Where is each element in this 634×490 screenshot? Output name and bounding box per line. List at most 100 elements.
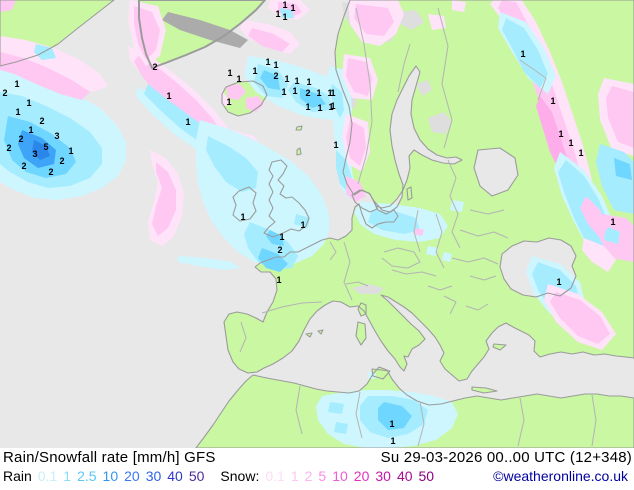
snow-norway — [346, 58, 372, 96]
precip-value-label: 1 — [389, 419, 394, 429]
rain-core-atlantic — [32, 140, 50, 160]
snow-dot-poland — [414, 228, 424, 236]
precip-value-label: 1 — [14, 79, 19, 89]
precip-value-label: 2 — [305, 88, 310, 98]
snow-south-norway — [346, 176, 366, 202]
precip-value-label: 2 — [59, 156, 64, 166]
precip-value-label: 1 — [316, 88, 321, 98]
rain-scale-values: 0.1 1 2.5 10 20 30 40 50 — [38, 468, 211, 484]
rain-channel — [244, 222, 298, 270]
snow-level-10: 10 — [332, 468, 348, 484]
rain-streak-atlantic-west — [178, 256, 240, 270]
precip-value-label: 1 — [226, 97, 231, 107]
rain-brittany — [258, 248, 288, 272]
precip-value-label: 1 — [185, 117, 190, 127]
rain-core-algeria — [378, 402, 412, 430]
precip-value-label: 1 — [330, 101, 335, 111]
rain-right-edge — [614, 158, 632, 180]
precip-value-label: 1 — [578, 148, 583, 158]
precip-value-label: 2 — [48, 167, 53, 177]
precip-value-label: 5 — [43, 142, 48, 152]
precip-value-label: 1 — [265, 57, 270, 67]
snow-level-30: 30 — [375, 468, 391, 484]
precip-value-label: 1 — [15, 107, 20, 117]
snow-band-russia-south — [582, 238, 616, 272]
precip-value-label: 2 — [39, 116, 44, 126]
precip-value-label: 2 — [273, 71, 278, 81]
snow-iceland — [226, 84, 246, 100]
precip-value-label: 3 — [54, 131, 59, 141]
greenland-east-rocky-coast — [162, 12, 248, 48]
rain-dot-poland — [426, 246, 438, 256]
snow-greenland-east — [134, 6, 160, 60]
rain-norwegian-sea — [280, 8, 294, 18]
precip-value-label: 1 — [240, 212, 245, 222]
border-layer — [239, 7, 597, 447]
precip-value-label: 1 — [275, 9, 280, 19]
precip-value-label: 1 — [317, 103, 322, 113]
snow-band-russia-south — [580, 196, 608, 238]
precip-value-label: 1 — [306, 77, 311, 87]
precip-value-label: 1 — [290, 3, 295, 13]
snow-iceland — [246, 96, 264, 112]
precip-value-label: 1 — [610, 217, 615, 227]
rain-level-50: 50 — [188, 468, 205, 484]
precip-value-label: 3 — [32, 149, 37, 159]
precip-value-label: 1 — [390, 436, 395, 446]
snow-scale-label: Snow: — [220, 468, 260, 484]
run-datetime: Su 29-03-2026 00..00 UTC (12+348) — [380, 449, 632, 466]
snow-scale-values: 0.1 1 2 5 10 20 30 40 50 — [265, 468, 440, 484]
rain-scale-label: Rain — [3, 468, 32, 484]
precip-value-label: 1 — [333, 140, 338, 150]
precip-value-label: 1 — [284, 74, 289, 84]
rain-level-1: 1 — [63, 468, 72, 484]
snow-level-50: 50 — [418, 468, 435, 484]
precip-value-label: 2 — [277, 245, 282, 255]
precip-value-label: 1 — [520, 49, 525, 59]
precip-value-label: 2 — [2, 88, 7, 98]
precip-value-label: 1 — [236, 74, 241, 84]
finland-lakes — [428, 112, 452, 134]
precip-value-label: 1 — [281, 87, 286, 97]
precip-value-label: 2 — [21, 161, 26, 171]
snow-level-0.1: 0.1 — [265, 468, 285, 484]
snow-ne-iceland — [248, 28, 290, 52]
rain-band-iceland-norway — [300, 88, 326, 108]
finland-lakes — [416, 80, 432, 96]
precip-value-label: 1 — [273, 60, 278, 70]
precip-value-label: 1 — [330, 88, 335, 98]
snow-russia-south — [550, 292, 610, 344]
precip-value-label: 1 — [282, 12, 287, 22]
precip-value-label: 1 — [68, 146, 73, 156]
precip-value-label: 1 — [252, 66, 257, 76]
snow-streak-south-of-iceland — [152, 162, 176, 236]
snow-level-40: 40 — [396, 468, 413, 484]
precip-value-label: 1 — [28, 125, 33, 135]
map-title: Rain/Snowfall rate [mm/h] GFS — [3, 449, 216, 466]
precip-value-label: 1 — [550, 96, 555, 106]
scandes-mountains — [400, 10, 424, 30]
snow-area-atlantic — [0, 52, 90, 100]
precip-value-label: 1 — [26, 98, 31, 108]
snow-greenland-west — [0, 0, 16, 12]
snow-north-scandinavia — [428, 14, 446, 30]
precip-value-label: 1 — [166, 91, 171, 101]
precip-value-label: 1 — [227, 68, 232, 78]
rain-dot-algeria — [334, 422, 348, 434]
precip-value-label: 1 — [294, 76, 299, 86]
precip-value-label: 1 — [556, 277, 561, 287]
rain-dot-algeria — [328, 402, 344, 414]
snow-iceland — [220, 90, 232, 106]
rain-level-20: 20 — [124, 468, 140, 484]
precip-value-label: 1 — [558, 129, 563, 139]
rain-level-0.1: 0.1 — [37, 468, 58, 484]
copyright-link[interactable]: ©weatheronline.co.uk — [493, 468, 628, 484]
precip-value-label: 2 — [18, 134, 23, 144]
precip-value-label: 1 — [300, 220, 305, 230]
rain-level-40: 40 — [167, 468, 183, 484]
precip-value-label: 1 — [305, 102, 310, 112]
snow-area-atlantic — [0, 36, 108, 92]
snow-level-2: 2 — [304, 468, 313, 484]
